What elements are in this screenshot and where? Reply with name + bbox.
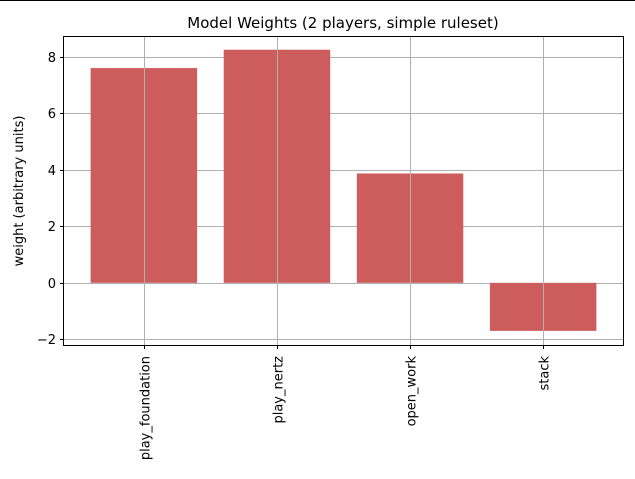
x-tick-label: open_work [405, 356, 420, 427]
y-tick-label: 0 [48, 277, 56, 292]
bars-layer [90, 49, 597, 331]
plot-frame [63, 36, 624, 346]
x-tick-label: play_foundation [139, 356, 154, 460]
y-tick-label: −2 [37, 333, 56, 348]
y-axis-label: weight (arbitrary units) [12, 116, 27, 267]
bar-play_foundation [90, 68, 198, 283]
y-tick-label: 6 [48, 107, 56, 122]
x-tick-label: stack [538, 356, 553, 391]
chart-title: Model Weights (2 players, simple ruleset… [187, 14, 498, 32]
y-tick-label: 2 [48, 220, 56, 235]
x-tick-label: play_nertz [272, 356, 287, 424]
x-grid-layer [144, 37, 544, 345]
y-tick-label: 4 [48, 164, 56, 179]
y-tick-label: 8 [48, 51, 56, 66]
bar-play_nertz [223, 49, 331, 283]
x-axis-ticks: play_foundation play_nertz open_work stack [139, 345, 553, 460]
y-axis-ticks: −2 0 2 4 6 8 [37, 51, 64, 348]
